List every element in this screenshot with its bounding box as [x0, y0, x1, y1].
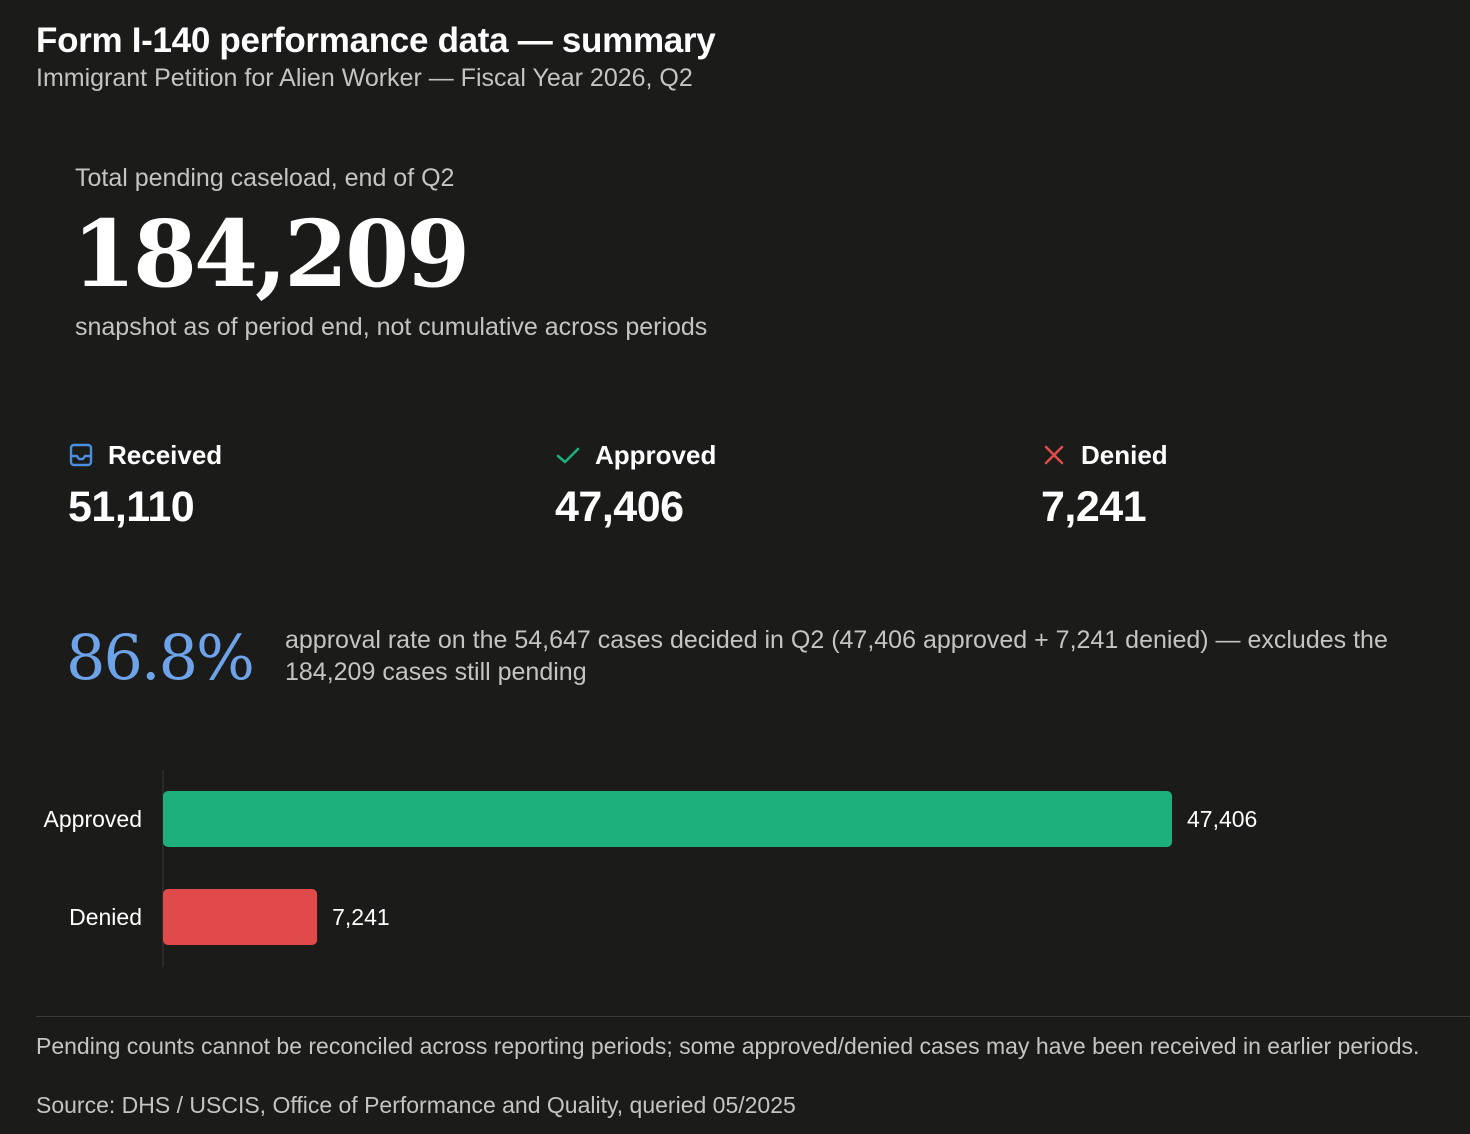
approval-rate-value: 86.8% — [66, 621, 255, 694]
stat-received: Received 51,110 — [68, 438, 222, 532]
stat-approved-value: 47,406 — [555, 483, 684, 531]
stat-denied: Denied 7,241 — [1041, 438, 1168, 532]
stat-approved: Approved 47,406 — [555, 438, 716, 532]
stat-received-label: Received — [108, 439, 223, 470]
approval-rate-text: approval rate on the 54,647 cases decide… — [285, 626, 1388, 686]
value-label-denied: 7,241 — [332, 904, 390, 930]
source-note: Source: DHS / USCIS, Office of Performan… — [36, 1092, 796, 1118]
stat-approved-label: Approved — [595, 439, 717, 470]
value-label-approved: 47,406 — [1187, 806, 1257, 832]
stat-denied-value: 7,241 — [1041, 483, 1147, 531]
stat-received-value: 51,110 — [68, 483, 195, 531]
bar-approved — [163, 791, 1172, 847]
pending-note: snapshot as of period end, not cumulativ… — [75, 313, 708, 341]
bar-denied — [163, 889, 318, 945]
category-label-approved: Approved — [44, 806, 142, 832]
category-label-denied: Denied — [69, 904, 142, 930]
pending-value: 184,209 — [72, 200, 470, 308]
pending-label: Total pending caseload, end of Q2 — [75, 164, 455, 192]
inbox-icon — [68, 442, 94, 468]
bar-chart: Approved 47,406 Denied 7,241 — [44, 770, 1257, 967]
x-icon — [1041, 442, 1067, 468]
page-title: Form I-140 performance data — summary — [36, 21, 716, 60]
page-subtitle: Immigrant Petition for Alien Worker — Fi… — [36, 64, 693, 92]
stat-denied-label: Denied — [1081, 439, 1168, 470]
footer-divider — [36, 1016, 1470, 1017]
footnote: Pending counts cannot be reconciled acro… — [36, 1033, 1420, 1059]
check-icon — [555, 442, 581, 468]
